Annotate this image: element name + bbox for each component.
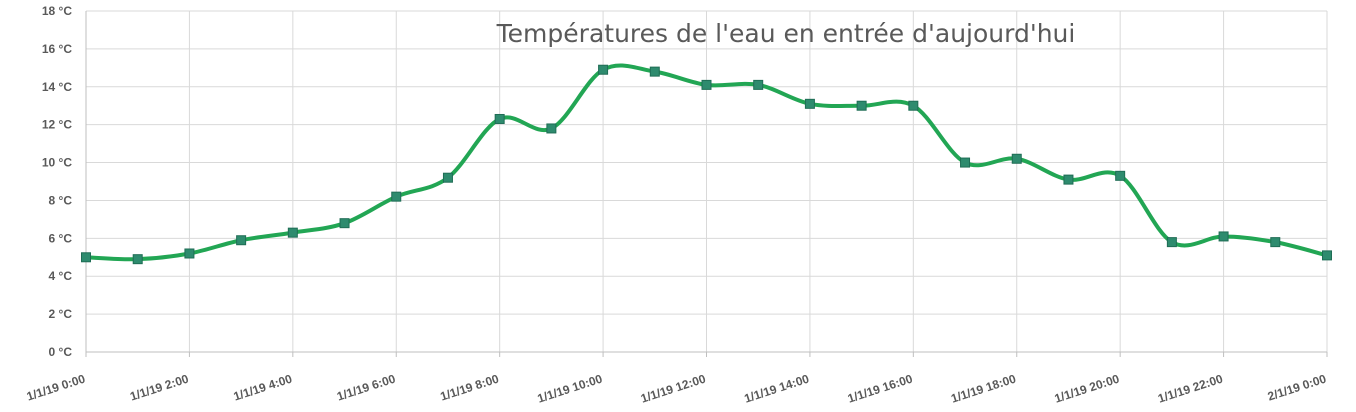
data-point-marker bbox=[1011, 153, 1022, 164]
data-point-marker bbox=[753, 79, 764, 90]
y-tick-label: 4 °C bbox=[49, 269, 73, 283]
data-point-marker bbox=[132, 254, 143, 265]
data-point-marker bbox=[1270, 237, 1281, 248]
data-point-marker bbox=[81, 252, 91, 263]
grid bbox=[86, 10, 1328, 352]
y-tick-label: 8 °C bbox=[49, 193, 73, 207]
y-tick-label: 16 °C bbox=[42, 42, 72, 56]
data-point-marker bbox=[1166, 237, 1177, 248]
x-tick-label: 1/1/19 2:00 bbox=[128, 371, 190, 403]
y-tick-label: 12 °C bbox=[42, 118, 72, 132]
data-point-marker bbox=[494, 113, 505, 124]
x-tick-label: 1/1/19 10:00 bbox=[536, 371, 605, 405]
data-point-marker bbox=[598, 64, 609, 75]
x-tick-label: 1/1/19 12:00 bbox=[639, 371, 708, 405]
data-point-marker bbox=[442, 172, 453, 183]
data-point-marker bbox=[649, 66, 660, 77]
y-tick-label: 10 °C bbox=[42, 156, 72, 170]
y-tick-label: 6 °C bbox=[49, 231, 73, 245]
data-point-marker bbox=[701, 79, 712, 90]
x-tick-label: 1/1/19 6:00 bbox=[335, 371, 397, 403]
y-tick-label: 14 °C bbox=[42, 80, 72, 94]
data-point-marker bbox=[1218, 231, 1229, 242]
data-point-marker bbox=[804, 98, 815, 109]
y-axis-labels: 0 °C 2 °C 4 °C 6 °C 8 °C 10 °C 12 °C 14 °C 16 °C… bbox=[42, 4, 72, 359]
axes bbox=[85, 11, 1328, 357]
x-tick-label: 1/1/19 20:00 bbox=[1053, 371, 1122, 405]
data-point-marker bbox=[339, 218, 350, 229]
x-axis-labels: 1/1/19 0:00 1/1/19 2:00 1/1/19 4:00 1/1/19 … bbox=[25, 371, 1328, 405]
y-tick-label: 18 °C bbox=[42, 4, 72, 18]
data-point-marker bbox=[1115, 170, 1126, 181]
chart-title: Températures de l'eau en entrée d'aujour… bbox=[496, 19, 1076, 48]
markers bbox=[81, 64, 1332, 265]
x-tick-label: 1/1/19 14:00 bbox=[742, 371, 811, 405]
x-tick-label: 1/1/19 4:00 bbox=[232, 371, 294, 403]
data-point-marker bbox=[287, 227, 298, 238]
y-tick-label: 0 °C bbox=[49, 345, 73, 359]
data-point-marker bbox=[1322, 250, 1332, 261]
x-tick-label: 2/1/19 0:00 bbox=[1266, 371, 1328, 403]
data-point-marker bbox=[236, 235, 247, 246]
data-point-marker bbox=[960, 157, 971, 168]
x-tick-label: 1/1/19 22:00 bbox=[1156, 371, 1225, 405]
x-tick-label: 1/1/19 8:00 bbox=[439, 371, 501, 403]
data-point-marker bbox=[391, 191, 402, 202]
x-tick-label: 1/1/19 0:00 bbox=[25, 371, 87, 403]
y-tick-label: 2 °C bbox=[49, 307, 73, 321]
data-point-marker bbox=[546, 123, 557, 134]
data-point-marker bbox=[856, 100, 867, 111]
x-tick-label: 1/1/19 16:00 bbox=[846, 371, 915, 405]
x-tick-label: 1/1/19 18:00 bbox=[949, 371, 1018, 405]
data-point-marker bbox=[184, 248, 195, 259]
data-point-marker bbox=[908, 100, 919, 111]
data-point-marker bbox=[1063, 174, 1074, 185]
